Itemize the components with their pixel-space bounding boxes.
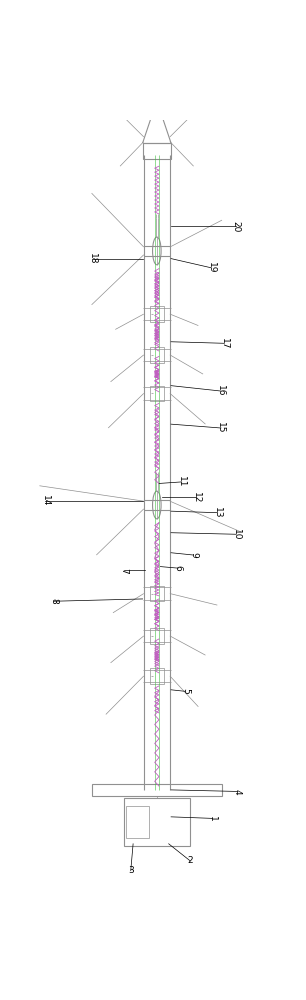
Text: 10: 10 [232, 529, 241, 540]
Text: 18: 18 [88, 253, 97, 264]
Text: 17: 17 [220, 338, 229, 349]
Bar [150, 347, 164, 363]
Text: 4: 4 [233, 789, 242, 794]
Text: 12: 12 [192, 492, 200, 503]
Text: 3: 3 [128, 866, 134, 875]
Text: 6: 6 [174, 565, 183, 571]
Text: 7: 7 [119, 568, 128, 573]
Bar [150, 386, 164, 401]
Text: 14: 14 [41, 495, 50, 507]
Text: 1: 1 [208, 816, 217, 821]
Bar [126, 806, 149, 838]
Text: 20: 20 [232, 221, 241, 232]
Text: 15: 15 [216, 422, 225, 434]
Bar [143, 143, 171, 158]
Text: 5: 5 [181, 688, 190, 694]
Bar [91, 784, 222, 796]
Text: 8: 8 [49, 598, 58, 604]
Text: 11: 11 [177, 476, 186, 488]
Bar [150, 668, 164, 684]
Bar [124, 798, 190, 846]
Text: 2: 2 [187, 856, 193, 865]
Text: 9: 9 [189, 552, 198, 558]
Text: 19: 19 [207, 262, 216, 274]
Text: 13: 13 [213, 507, 222, 518]
Text: 16: 16 [216, 385, 225, 397]
Bar [150, 586, 164, 601]
Bar [150, 628, 164, 644]
Bar [150, 306, 164, 322]
